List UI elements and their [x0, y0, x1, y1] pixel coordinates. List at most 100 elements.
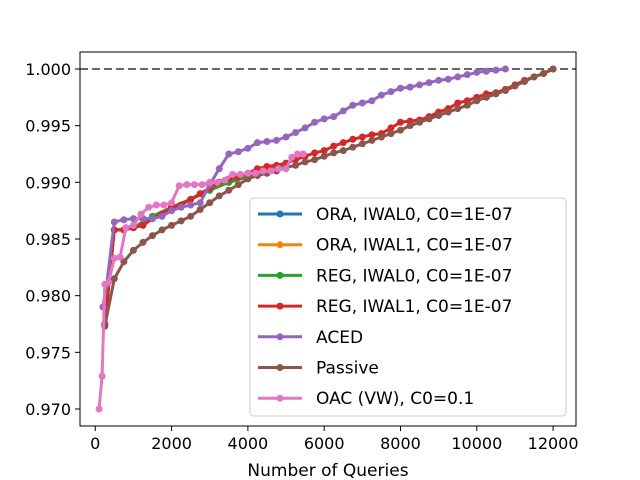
- data-point: [330, 149, 338, 157]
- data-point: [435, 111, 443, 119]
- data-point: [282, 165, 290, 173]
- legend-entry-label: OAC (VW), C0=0.1: [316, 389, 474, 409]
- data-point: [213, 178, 221, 186]
- legend-swatch-marker: [276, 394, 284, 402]
- data-point: [234, 181, 242, 189]
- data-point: [263, 138, 271, 146]
- data-point: [196, 190, 204, 198]
- plot-area: [80, 65, 576, 413]
- data-point: [454, 73, 462, 81]
- data-point: [105, 278, 113, 286]
- data-point: [272, 136, 280, 144]
- data-point: [330, 113, 338, 121]
- data-point: [358, 99, 366, 107]
- data-point: [259, 167, 267, 175]
- data-point: [293, 150, 301, 158]
- data-point: [120, 216, 128, 224]
- data-point: [454, 105, 462, 113]
- data-point: [339, 147, 347, 155]
- data-point: [463, 71, 471, 79]
- data-point: [122, 224, 130, 232]
- data-point: [349, 101, 357, 109]
- data-point: [358, 133, 366, 141]
- y-tick-label: 0.980: [25, 287, 71, 306]
- data-point: [148, 232, 156, 240]
- data-point: [292, 128, 300, 136]
- y-tick-label: 0.985: [25, 230, 71, 249]
- data-point: [110, 254, 118, 262]
- data-point: [145, 203, 153, 211]
- data-point: [196, 199, 204, 207]
- legend-entry-label: ORA, IWAL0, C0=1E-07: [316, 205, 513, 225]
- legend-swatch-marker: [276, 271, 284, 279]
- data-point: [110, 218, 118, 226]
- data-point: [95, 405, 103, 413]
- data-point: [206, 199, 214, 207]
- data-point: [301, 124, 309, 132]
- data-point: [482, 93, 490, 101]
- data-point: [387, 88, 395, 96]
- data-point: [368, 131, 376, 139]
- data-point: [234, 148, 242, 156]
- data-point: [177, 203, 185, 211]
- legend-entry-label: REG, IWAL0, C0=1E-07: [316, 266, 512, 286]
- data-point: [110, 275, 118, 283]
- data-point: [330, 142, 338, 150]
- x-tick-label: 6000: [304, 434, 345, 453]
- legend: ORA, IWAL0, C0=1E-07 ORA, IWAL1, C0=1E-07…: [249, 197, 567, 417]
- data-point: [396, 126, 404, 134]
- data-point: [358, 140, 366, 148]
- x-tick-label: 0: [90, 434, 100, 453]
- data-point: [425, 79, 433, 87]
- legend-entry-label: Passive: [316, 359, 379, 379]
- data-point: [225, 186, 233, 194]
- data-point: [530, 73, 538, 81]
- data-point: [215, 192, 223, 200]
- data-point: [492, 90, 500, 98]
- data-point: [301, 158, 309, 166]
- data-point: [549, 65, 557, 73]
- data-point: [396, 118, 404, 126]
- data-point: [187, 201, 195, 209]
- data-point: [349, 143, 357, 151]
- data-point: [377, 91, 385, 99]
- data-point: [368, 136, 376, 144]
- data-point: [311, 156, 319, 164]
- data-point: [387, 124, 395, 132]
- x-tick-label: 4000: [228, 434, 269, 453]
- data-point: [463, 101, 471, 109]
- data-point: [274, 165, 282, 173]
- data-point: [511, 82, 519, 90]
- data-point: [292, 161, 300, 169]
- data-point: [183, 181, 191, 189]
- data-point: [540, 70, 548, 78]
- data-point: [229, 170, 237, 178]
- data-point: [320, 147, 328, 155]
- data-point: [396, 84, 404, 92]
- data-point: [152, 201, 160, 209]
- data-point: [492, 66, 500, 74]
- data-point: [406, 83, 414, 91]
- data-point: [501, 87, 509, 95]
- x-axis-label: Number of Queries: [247, 461, 408, 480]
- data-point: [282, 133, 290, 141]
- legend-entry-label: REG, IWAL1, C0=1E-07: [316, 297, 512, 317]
- data-point: [501, 65, 509, 73]
- data-point: [244, 169, 252, 177]
- data-point: [187, 212, 195, 220]
- legend-box: [249, 197, 567, 417]
- data-point: [416, 118, 424, 126]
- data-point: [520, 77, 528, 85]
- data-point: [444, 75, 452, 83]
- data-point: [175, 182, 183, 190]
- y-tick-label: 0.975: [25, 343, 71, 362]
- data-point: [473, 97, 481, 105]
- data-point: [473, 68, 481, 76]
- data-point: [129, 246, 137, 254]
- data-point: [177, 217, 185, 225]
- legend-swatch-marker: [276, 210, 284, 218]
- data-point: [435, 76, 443, 84]
- data-point: [377, 133, 385, 141]
- data-point: [320, 115, 328, 123]
